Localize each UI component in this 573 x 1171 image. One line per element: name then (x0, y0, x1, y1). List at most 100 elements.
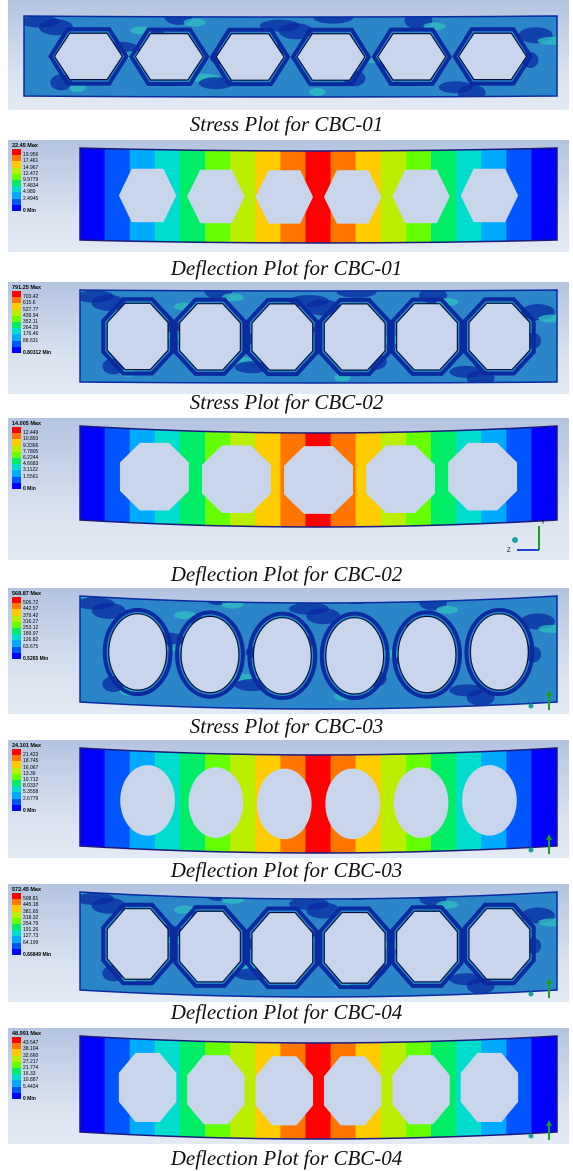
beam-outline (23, 15, 558, 98)
beam-outline (79, 595, 558, 710)
legend-min-label: 0 Min (23, 808, 36, 814)
hole-rim (464, 607, 535, 697)
legend-swatch (12, 767, 21, 775)
axis-triad-icon: YZ (507, 520, 545, 554)
legend-value: 379.42 (23, 612, 39, 619)
legend-value: 264.29 (23, 325, 39, 332)
legend-value: 5.3558 (23, 789, 39, 796)
web-opening (119, 442, 189, 511)
legend-value: 5.4434 (23, 1083, 39, 1090)
web-opening (187, 1055, 245, 1125)
triad-z-label: Z (507, 548, 511, 554)
legend-min-label: 0 Min (23, 1096, 36, 1102)
beam-outline (79, 891, 558, 998)
legend-value: 10.887 (23, 1077, 39, 1084)
legend-value: 127.73 (23, 933, 39, 940)
web-opening (396, 910, 459, 983)
legend-swatch (12, 615, 21, 623)
legend-swatch (12, 303, 21, 310)
triad-y-label: Y (541, 520, 545, 526)
fea-beam-plot (79, 891, 558, 998)
legend-value: 14.967 (23, 164, 39, 171)
legend-swatch (12, 198, 21, 206)
web-opening (120, 765, 175, 836)
stress-patch (306, 902, 341, 919)
axis-triad-icon (528, 978, 552, 998)
caption-deflection-cbc-04-b: Deflection Plot for CBC-04 (170, 1146, 403, 1170)
beam-outline (79, 747, 558, 854)
deflection-band (531, 426, 557, 527)
legend-swatch (12, 427, 21, 434)
caption-stress-cbc-01: Stress Plot for CBC-01 (189, 112, 384, 136)
hole-rim (175, 610, 245, 699)
legend-value: 508.81 (23, 896, 39, 903)
caption-stress-cbc-03: Stress Plot for CBC-03 (189, 714, 384, 738)
hole-rim (173, 297, 247, 376)
legend-value: 191.26 (23, 927, 39, 934)
legend-swatch (12, 346, 21, 354)
legend-value: 445.18 (23, 902, 39, 909)
legend-swatch (12, 445, 21, 453)
axis-triad-icon (528, 1120, 552, 1140)
stress-patch (538, 624, 557, 633)
web-opening (393, 767, 449, 838)
legend-value: 64.199 (23, 939, 39, 946)
deflection-band (80, 426, 106, 527)
hole-rim (462, 297, 536, 376)
legend-swatch (12, 167, 21, 175)
legend-swatch (12, 917, 21, 925)
axis-triad-icon (528, 834, 552, 854)
legend-value: 43.547 (23, 1040, 39, 1047)
legend-value: 505.72 (23, 600, 39, 607)
legend-value: 9.9779 (23, 177, 39, 183)
web-opening (187, 169, 245, 224)
beam-outline (79, 289, 558, 384)
legend-swatch (12, 798, 21, 806)
hole-rim (290, 27, 372, 87)
stress-patch (50, 74, 73, 91)
legend-value: 18.745 (23, 758, 39, 765)
hole-rim (102, 607, 173, 697)
web-opening (323, 170, 382, 224)
web-opening (457, 32, 528, 81)
legend-max-label: 572.45 Max (12, 887, 42, 893)
legend-value: 4.6683 (23, 461, 39, 468)
web-opening (255, 1056, 314, 1126)
legend-swatch (12, 948, 21, 956)
legend-swatch (12, 180, 21, 187)
hole-rim (128, 27, 210, 86)
hole-rim (247, 611, 318, 700)
legend-min-label: 0 Min (23, 486, 36, 492)
legend-value: 19.956 (23, 152, 39, 159)
stress-patch (466, 689, 495, 706)
legend-value: 10.893 (23, 436, 39, 443)
legend-value: 189.97 (23, 631, 39, 638)
beam-outline (79, 1035, 558, 1140)
legend-swatch (12, 1092, 21, 1100)
legend-value: 352.11 (23, 319, 38, 325)
hole-rim (390, 905, 464, 988)
legend-swatch (12, 1074, 21, 1081)
legend-swatch (12, 192, 21, 199)
legend-swatch (12, 942, 21, 950)
web-opening (256, 768, 312, 840)
stress-patch (38, 19, 73, 36)
web-opening (323, 911, 386, 984)
legend-swatch (12, 334, 21, 341)
legend-value: 2.4945 (23, 195, 39, 202)
legend-swatch (12, 621, 21, 629)
fea-beam-plot (79, 1035, 558, 1140)
web-opening (296, 33, 366, 81)
fea-beam-plot: YZ (79, 425, 558, 554)
deflection-plot-cbc-01: 22.45 Max 19.956 17.461 14.967 12.472 9.9779 7… (8, 140, 569, 252)
legend-value: 615.6 (23, 300, 36, 307)
legend-swatch (12, 340, 21, 348)
legend-value: 527.77 (23, 306, 39, 313)
web-opening (392, 169, 450, 224)
legend-value: 703.42 (23, 294, 39, 301)
stress-plot-cbc-04: 572.45 Max 508.81 445.18 381.65 318.32 254.79… (8, 884, 569, 1002)
web-opening (178, 303, 241, 371)
axis-triad-icon (528, 690, 552, 710)
stress-patch (306, 608, 341, 625)
